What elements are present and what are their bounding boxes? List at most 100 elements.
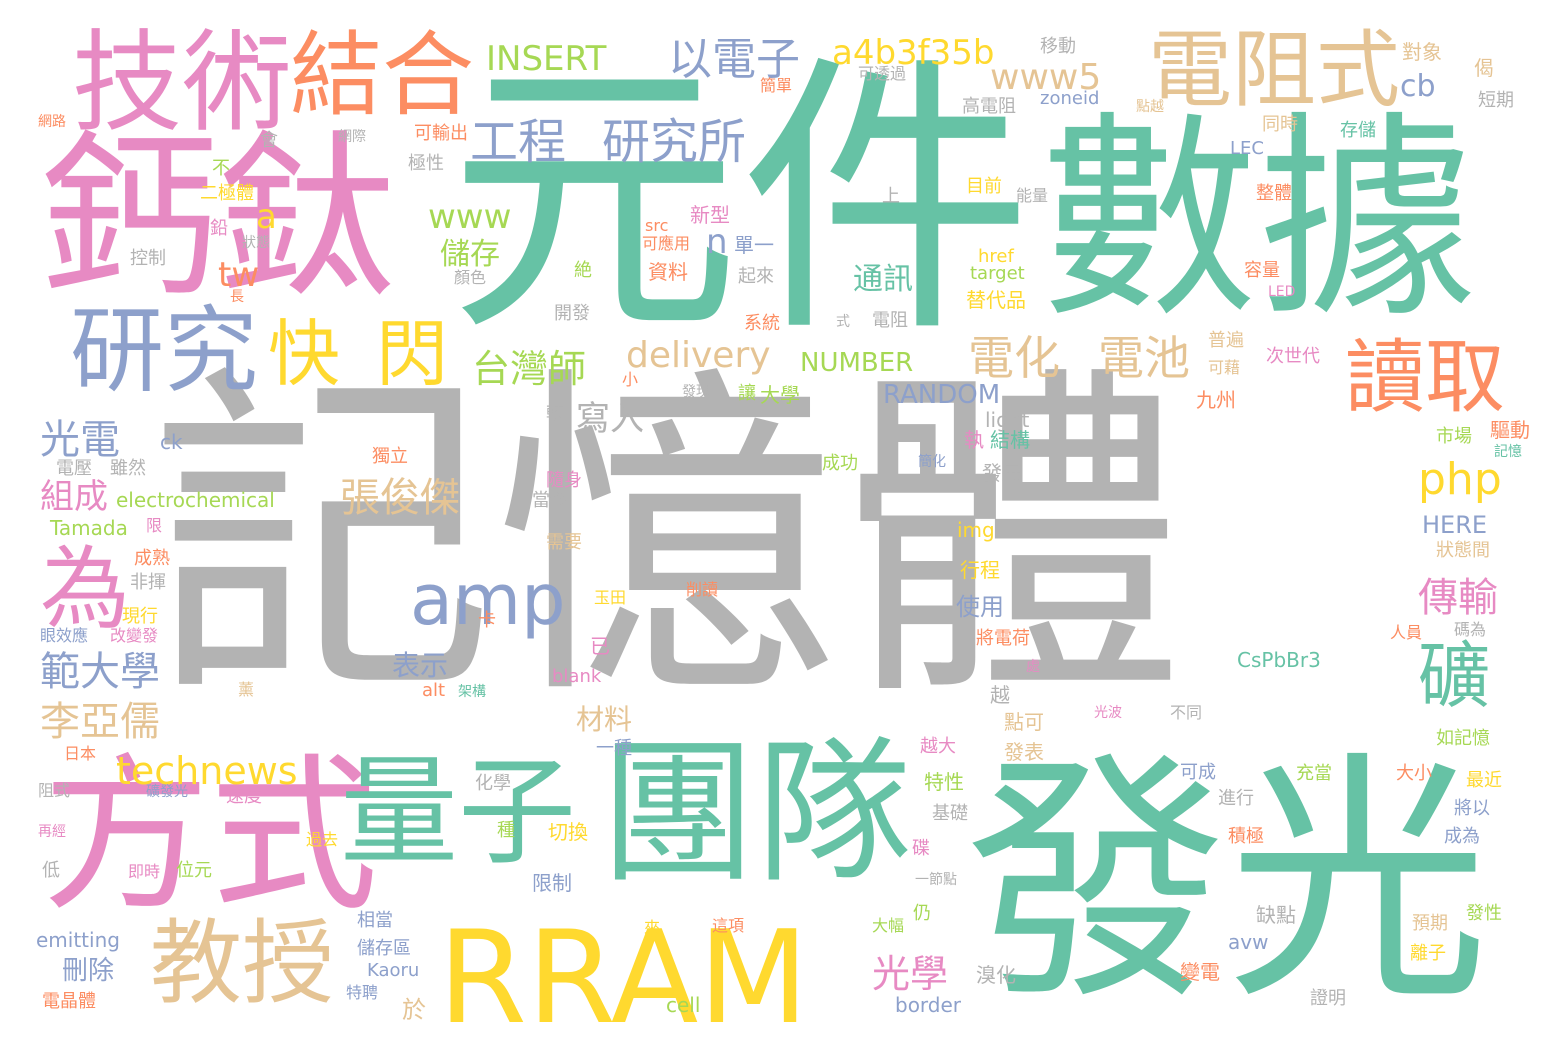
word-s107: 電阻 <box>872 310 908 331</box>
word-www: www <box>428 197 512 237</box>
word-wei: 為 <box>40 537 130 642</box>
word-s178: 切換 <box>548 820 588 844</box>
word-s142: 碼為 <box>1454 620 1487 639</box>
word-s169: 特性 <box>924 770 964 794</box>
word-s101: 起來 <box>738 266 774 287</box>
word-delivery: delivery <box>626 335 771 376</box>
word-s120: 記憶 <box>1494 444 1522 460</box>
word-s98: 整體 <box>1256 183 1292 204</box>
word-s123: 結構 <box>990 428 1030 452</box>
word-s136: 狀態間 <box>1436 540 1490 561</box>
word-n: n <box>706 222 728 262</box>
word-tw: tw <box>218 255 260 295</box>
word-s163: 充當 <box>1296 763 1332 784</box>
word-chucun: 儲存 <box>440 237 500 272</box>
word-s115: 讓 <box>738 383 756 404</box>
word-s117: 九州 <box>1196 388 1236 412</box>
word-s199: 證明 <box>1310 988 1346 1009</box>
word-s155: 光波 <box>1094 705 1122 721</box>
word-tuandui: 團隊 <box>600 722 912 904</box>
word-zucheng: 組成 <box>40 477 108 517</box>
word-s77: 簡單 <box>760 76 793 95</box>
word-technews: technews <box>116 749 298 793</box>
word-s182: 位元 <box>176 860 212 881</box>
word-yuanjian: 元件 <box>448 31 1032 371</box>
word-fangshi: 方式 <box>42 738 378 934</box>
word-shan: 閃 <box>376 312 449 396</box>
word-s121: 較 <box>546 403 564 424</box>
word-s143: 眼效應 <box>40 626 89 645</box>
word-blank: blank <box>552 666 602 687</box>
word-gongcheng: 工程 <box>470 114 567 170</box>
word-img: img <box>957 518 995 542</box>
word-s75: 移動 <box>1040 36 1076 57</box>
word-s179: 碟 <box>912 838 930 859</box>
word-s181: 即時 <box>128 862 161 881</box>
word-s172: 積極 <box>1228 826 1264 847</box>
word-yidianzi: 以電子 <box>668 34 800 85</box>
word-href: href <box>978 246 1014 267</box>
word-s196: 變電 <box>1180 960 1220 984</box>
word-amp: amp <box>410 559 566 641</box>
word-s122: 執 <box>964 428 984 452</box>
word-s200: 偈 <box>1474 56 1494 80</box>
word-biaoshi: 表示 <box>392 649 449 682</box>
word-s119: 驅動 <box>1490 418 1530 442</box>
word-jiyiti: 記憶體 <box>150 340 1185 741</box>
word-tongxun: 通訊 <box>853 262 913 297</box>
word-duqu: 讀取 <box>1345 331 1505 424</box>
word-s133: 需要 <box>546 532 582 553</box>
word-dianhua: 電化 <box>968 331 1060 385</box>
word-led: LED <box>1268 284 1296 300</box>
word-s128: 電壓 <box>56 458 92 479</box>
word-s112: 次世代 <box>1266 346 1320 367</box>
word-danyi: 單一 <box>734 233 774 257</box>
word-jiaoshou: 教授 <box>150 910 335 1017</box>
word-s149: 薰 <box>238 680 255 699</box>
word-s134: 成熟 <box>134 548 170 569</box>
word-s124: 獨立 <box>372 446 408 467</box>
word-s191: 來 <box>644 918 661 937</box>
word-s92: 狀態 <box>242 235 270 251</box>
word-zoneid: zoneid <box>1040 88 1100 109</box>
word-s106: 式 <box>836 314 850 330</box>
word-s174: 成為 <box>1444 826 1480 847</box>
word-s81: 存儲 <box>1340 120 1376 141</box>
word-s197: 特聘 <box>346 983 379 1002</box>
word-xinxing: 新型 <box>690 203 730 227</box>
word-fandaxue: 範大學 <box>40 649 160 695</box>
word-s88: 不 <box>212 158 230 179</box>
word-s129: 雖然 <box>110 458 146 479</box>
word-php: php <box>1418 454 1502 505</box>
word-s158: 一種 <box>596 738 632 759</box>
word-s148: 將電荷 <box>976 628 1030 649</box>
word-s151: 處 <box>1026 659 1040 675</box>
word-s195: 溴化 <box>976 963 1016 987</box>
word-s177: 種 <box>497 820 515 841</box>
word-s132: 限 <box>146 516 163 535</box>
word-s100: 資料 <box>648 260 688 284</box>
word-ck: ck <box>160 430 183 454</box>
word-kuang: 礦 <box>1418 634 1491 718</box>
word-s138: 使用 <box>956 593 1004 621</box>
word-xieru: 寫入 <box>576 399 644 439</box>
word-taiwanshi: 台灣師 <box>472 347 587 391</box>
word-yanjiu: 研究 <box>70 297 259 406</box>
word-target: target <box>970 263 1025 284</box>
word-s79: 點越 <box>1136 99 1164 115</box>
word-chuanshu: 傳輸 <box>1418 575 1498 621</box>
word-src: src <box>645 216 669 235</box>
word-cspbbr3: CsPbBr3 <box>1237 648 1321 672</box>
word-s108: 替代品 <box>966 288 1026 312</box>
word-s144: 改變發 <box>110 626 159 645</box>
word-s116: 大學 <box>760 383 800 407</box>
word-guangdian: 光電 <box>40 417 120 463</box>
word-s166: 阻式 <box>38 781 71 800</box>
word-s140: 玉田 <box>594 588 627 607</box>
word-s154: 日本 <box>64 744 97 763</box>
word-lec: LEC <box>1230 138 1264 159</box>
word-jishu: 技術 <box>72 19 292 147</box>
word-shuju: 數據 <box>1040 94 1476 347</box>
word-cb: cb <box>1400 69 1436 104</box>
